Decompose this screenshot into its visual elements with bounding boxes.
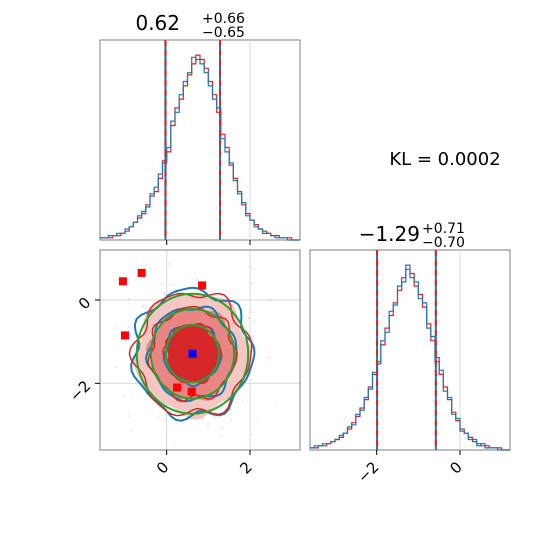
x-tick-label: 0 [153, 458, 172, 477]
histogram-series-red [100, 54, 300, 241]
background-point [173, 442, 175, 444]
red-square-marker [121, 331, 129, 340]
contour-lines [128, 286, 256, 422]
background-point [250, 433, 253, 436]
panel-1-grid [166, 40, 251, 240]
kl-annotation: KL = 0.0002 [389, 149, 500, 170]
background-point [201, 418, 203, 420]
red-square-marker [198, 281, 207, 290]
background-point [213, 416, 216, 418]
red-square-marker [187, 387, 196, 396]
background-point [250, 266, 253, 269]
panel-2-histograms [310, 264, 510, 451]
param-1-vs-param-2-contour-panel: 0 2 0 −2 [66, 249, 326, 478]
background-point [164, 293, 166, 296]
background-point [163, 418, 166, 421]
panel-2-frame [309, 249, 511, 451]
background-point [123, 395, 126, 397]
background-point [257, 420, 259, 422]
background-point [268, 357, 271, 359]
param-1-title: 0.62 [135, 11, 180, 35]
background-point [251, 311, 254, 313]
green-contour-ellipse [135, 292, 250, 415]
background-point [230, 419, 233, 422]
background-point [114, 327, 117, 329]
red-contour-line [162, 324, 222, 384]
green-contour-ellipse [149, 307, 236, 400]
histogram-series-blue [310, 264, 510, 451]
red-square-marker [173, 383, 182, 392]
background-point [220, 435, 222, 437]
background-point [130, 430, 133, 432]
background-point [241, 400, 244, 402]
background-point [174, 474, 176, 476]
background-point [253, 321, 256, 324]
panel-2-ticks: −2 0 [354, 450, 466, 486]
contour-markers [118, 268, 207, 396]
param-2-minus-error: −0.70 [422, 235, 465, 251]
x-tick-label: 2 [236, 458, 255, 477]
panel-1-frame [99, 39, 301, 241]
param-2-histogram-panel: −2 0 −1.29 +0.71 −0.70 [309, 221, 511, 486]
x-tick-label: 0 [446, 458, 465, 477]
red-square-marker [118, 277, 127, 286]
background-point [168, 263, 170, 265]
panel-1-quantile-lines [164, 40, 221, 240]
green-contour-ellipse [164, 324, 221, 384]
panel-1-ticks [166, 240, 251, 245]
param-1-median: 0.62 [135, 11, 180, 35]
background-point [156, 417, 158, 419]
param-1-minus-error: −0.65 [202, 25, 245, 41]
background-point [127, 298, 130, 300]
background-point [161, 282, 163, 285]
y-tick-label: 0 [75, 294, 94, 313]
background-point [324, 367, 326, 369]
background-point [196, 278, 199, 281]
background-point [128, 326, 130, 328]
background-point [252, 336, 254, 338]
background-point [127, 415, 130, 417]
background-point [270, 298, 272, 301]
param-1-plus-error: +0.66 [202, 11, 245, 27]
background-point [247, 317, 250, 320]
background-point [165, 292, 168, 295]
background-point [251, 282, 253, 285]
blue-square-marker [188, 349, 197, 358]
red-contour-line [128, 292, 253, 417]
y-tick-label: −2 [66, 377, 94, 405]
param-2-median: −1.29 [359, 222, 420, 246]
param-1-histogram-panel: 0.62 +0.66 −0.65 [99, 11, 301, 245]
panel-3-frame [99, 249, 301, 451]
background-point [207, 423, 209, 426]
x-tick-label: −2 [354, 458, 382, 486]
panel-2-quantile-lines [376, 250, 437, 450]
background-point [253, 267, 255, 270]
background-point [115, 366, 118, 369]
red-square-marker [137, 268, 146, 277]
background-point [173, 284, 175, 286]
background-point [220, 427, 223, 430]
histogram-series-blue [100, 56, 300, 241]
panel-1-histograms [100, 54, 300, 241]
param-2-plus-error: +0.71 [422, 221, 465, 237]
panel-2-grid [376, 250, 461, 450]
background-point [142, 305, 145, 308]
background-point [275, 402, 277, 404]
background-point [122, 459, 124, 461]
histogram-series-red [310, 268, 510, 451]
